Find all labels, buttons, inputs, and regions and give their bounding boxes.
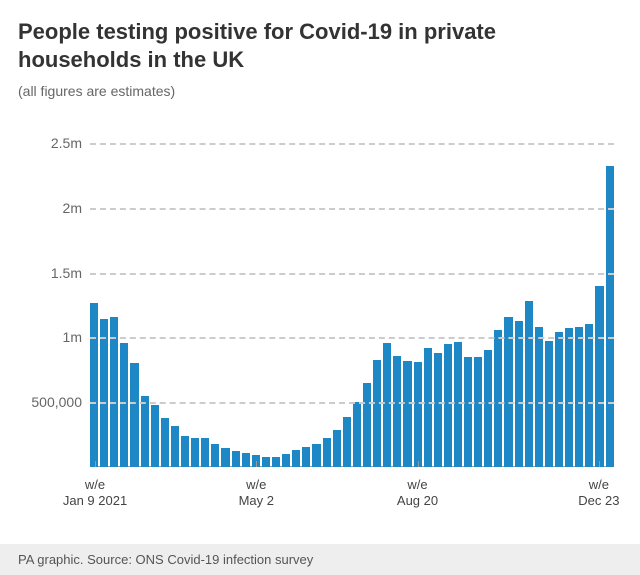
bar: [444, 344, 452, 467]
bar: [585, 324, 593, 467]
bar: [353, 402, 361, 467]
x-axis-label: w/eJan 9 2021: [63, 477, 127, 510]
bar: [141, 396, 149, 467]
y-axis-label: 1m: [63, 329, 90, 345]
x-axis-label: w/eDec 23: [578, 477, 619, 510]
bar: [363, 383, 371, 467]
bar: [403, 361, 411, 467]
bar: [120, 343, 128, 467]
bar: [211, 444, 219, 467]
y-axis-label: 2.5m: [51, 135, 90, 151]
y-axis-label: 2m: [63, 200, 90, 216]
bar: [282, 454, 290, 467]
bar: [242, 453, 250, 467]
chart-subtitle: (all figures are estimates): [18, 83, 622, 99]
bar: [373, 360, 381, 467]
bar: [434, 353, 442, 467]
gridline: [90, 273, 614, 275]
bar: [333, 430, 341, 467]
bar-series: [90, 117, 614, 467]
bar: [575, 327, 583, 467]
bar: [221, 448, 229, 467]
bar: [292, 450, 300, 467]
x-axis-tick: [256, 461, 257, 467]
bar: [100, 319, 108, 467]
bar: [262, 457, 270, 467]
gridline: [90, 208, 614, 210]
x-axis-tick: [599, 461, 600, 467]
gridline: [90, 337, 614, 339]
bar: [191, 438, 199, 467]
bar: [323, 438, 331, 467]
y-axis-label: 1.5m: [51, 265, 90, 281]
bar: [272, 457, 280, 467]
bar: [232, 451, 240, 467]
bar: [414, 362, 422, 467]
bar: [90, 303, 98, 467]
bar: [595, 286, 603, 467]
bar: [424, 348, 432, 467]
plot-area: 500,0001m1.5m2m2.5m: [90, 117, 614, 467]
bar: [201, 438, 209, 467]
bar: [171, 426, 179, 467]
x-axis-tick: [418, 461, 419, 467]
bar: [535, 327, 543, 467]
bar: [525, 301, 533, 467]
x-axis-label: w/eMay 2: [239, 477, 274, 510]
chart-footer: PA graphic. Source: ONS Covid-19 infecti…: [0, 544, 640, 575]
bar: [565, 328, 573, 467]
bar: [515, 321, 523, 467]
bar: [393, 356, 401, 467]
bar: [151, 405, 159, 467]
bar: [504, 317, 512, 467]
chart-title: People testing positive for Covid-19 in …: [18, 18, 622, 73]
gridline: [90, 402, 614, 404]
bar: [181, 436, 189, 467]
bar: [606, 166, 614, 467]
bar: [161, 418, 169, 467]
x-axis-labels: w/eJan 9 2021w/eMay 2w/eAug 20w/eDec 23: [90, 471, 614, 517]
bar: [484, 350, 492, 467]
bar: [555, 332, 563, 467]
bar: [302, 447, 310, 467]
bar: [312, 444, 320, 467]
gridline: [90, 143, 614, 145]
x-axis-label: w/eAug 20: [397, 477, 438, 510]
bar: [383, 343, 391, 467]
chart-area: 500,0001m1.5m2m2.5m w/eJan 9 2021w/eMay …: [18, 107, 622, 517]
bar: [343, 417, 351, 467]
bar: [464, 357, 472, 467]
bar: [110, 317, 118, 467]
bar: [454, 342, 462, 467]
bar: [494, 330, 502, 467]
bar: [130, 363, 138, 467]
chart-container: People testing positive for Covid-19 in …: [0, 0, 640, 575]
x-axis-tick: [95, 461, 96, 467]
bar: [474, 357, 482, 467]
y-axis-label: 500,000: [31, 394, 90, 410]
